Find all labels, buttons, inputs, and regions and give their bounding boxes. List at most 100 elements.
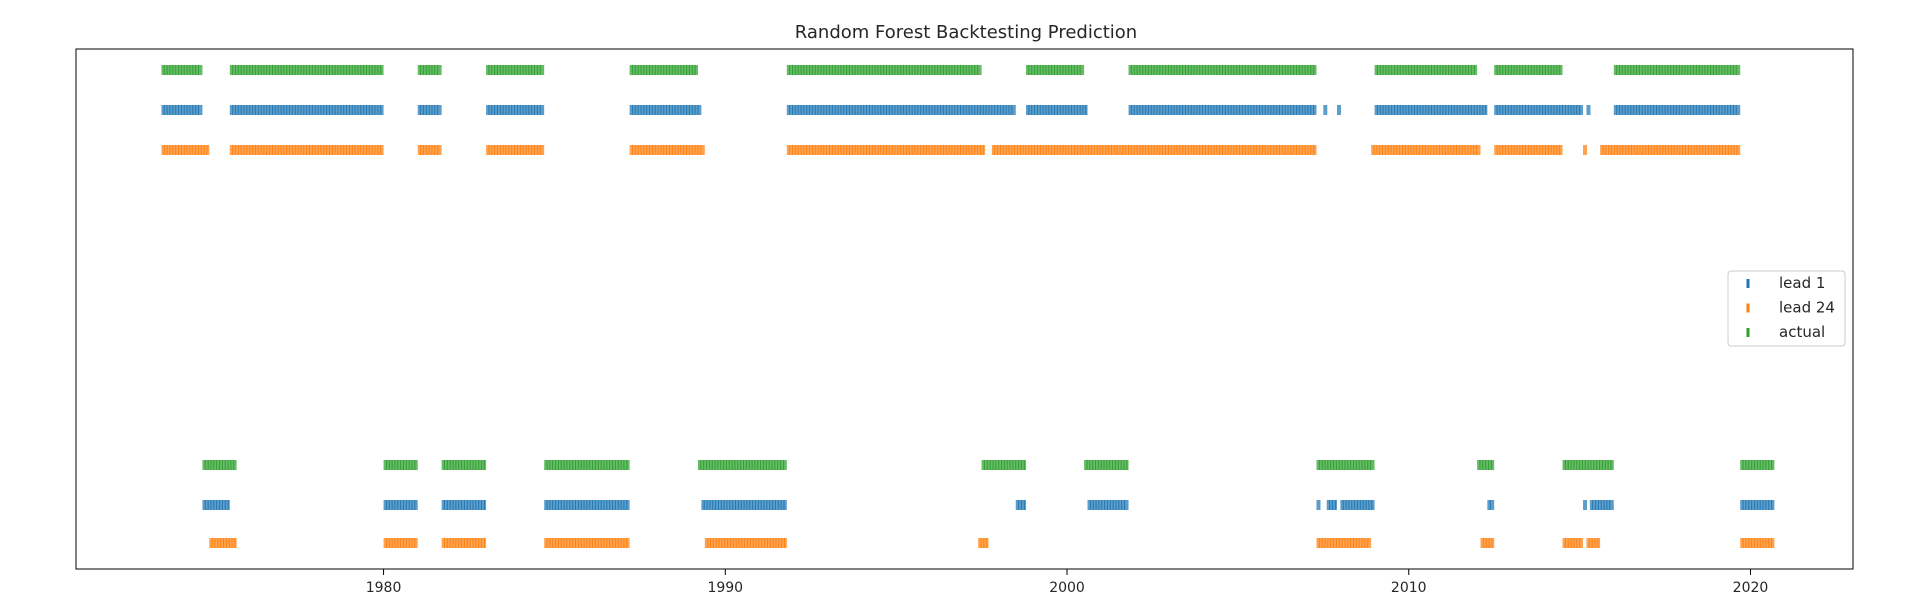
segment-lead-24-lower-1 <box>383 538 418 548</box>
segment-lead-1-lower-5 <box>1015 500 1027 510</box>
segment-lead-1-lower-9 <box>1340 500 1375 510</box>
segment-lead-24-upper-10 <box>1600 145 1741 155</box>
segment-actual-lower-2 <box>441 460 487 470</box>
series-lead-24 <box>161 145 1775 548</box>
segment-bar-lead-24-lower-9 <box>1586 538 1601 548</box>
segment-actual-upper-4 <box>629 65 698 75</box>
x-tick-label-2000: 2000 <box>1049 580 1085 596</box>
x-tick-label-1980: 1980 <box>366 580 402 596</box>
segment-lead-24-upper-7 <box>1371 145 1481 155</box>
segment-lead-24-lower-2 <box>441 538 487 548</box>
segment-lead-1-lower-10 <box>1487 500 1495 510</box>
segment-lead-1-lower-11 <box>1583 500 1588 510</box>
segment-actual-upper-3 <box>486 65 545 75</box>
segment-bar-lead-24-lower-7 <box>1480 538 1495 548</box>
segment-lead-24-upper-9 <box>1583 145 1588 155</box>
segment-lead-1-lower-3 <box>544 500 630 510</box>
segment-lead-1-lower-8 <box>1326 500 1337 510</box>
segment-lead-1-upper-12 <box>1586 105 1591 115</box>
segment-lead-1-upper-10 <box>1374 105 1488 115</box>
segment-bar-lead-24-upper-4 <box>629 145 705 155</box>
segment-actual-lower-10 <box>1740 460 1775 470</box>
segment-actual-upper-7 <box>1128 65 1317 75</box>
segment-bar-actual-upper-0 <box>161 65 203 75</box>
segment-bar-lead-24-lower-4 <box>704 538 787 548</box>
chart-title: Random Forest Backtesting Prediction <box>795 22 1137 43</box>
series-actual <box>161 65 1775 470</box>
legend: lead 1 lead 24 actual <box>1727 270 1846 347</box>
segment-lead-24-upper-6 <box>991 145 1317 155</box>
segment-actual-upper-8 <box>1374 65 1478 75</box>
segment-actual-lower-1 <box>383 460 418 470</box>
segment-lead-1-upper-5 <box>786 105 1016 115</box>
segment-lead-1-lower-0 <box>202 500 230 510</box>
segment-bar-lead-1-upper-10 <box>1374 105 1488 115</box>
segment-bar-lead-1-upper-13 <box>1613 105 1741 115</box>
segment-bar-lead-1-lower-11 <box>1583 500 1588 510</box>
segment-lead-1-upper-8 <box>1323 105 1328 115</box>
segment-actual-upper-0 <box>161 65 203 75</box>
segment-bar-lead-24-upper-0 <box>161 145 210 155</box>
segment-lead-1-upper-7 <box>1128 105 1317 115</box>
segment-bar-lead-1-upper-0 <box>161 105 203 115</box>
segment-bar-actual-lower-2 <box>441 460 487 470</box>
legend-label-lead-1: lead 1 <box>1779 274 1825 292</box>
segment-bar-lead-24-lower-8 <box>1562 538 1584 548</box>
segment-bar-lead-24-upper-9 <box>1583 145 1588 155</box>
segment-lead-24-upper-5 <box>786 145 986 155</box>
segment-bar-lead-1-lower-0 <box>202 500 230 510</box>
segment-bar-lead-1-upper-8 <box>1323 105 1328 115</box>
segment-lead-1-upper-13 <box>1613 105 1741 115</box>
segment-lead-24-lower-10 <box>1740 538 1775 548</box>
segment-lead-1-lower-7 <box>1316 500 1321 510</box>
segment-lead-24-lower-8 <box>1562 538 1584 548</box>
segment-actual-lower-9 <box>1562 460 1614 470</box>
segment-bar-actual-upper-3 <box>486 65 545 75</box>
segment-lead-1-upper-2 <box>417 105 442 115</box>
segment-bar-lead-1-lower-2 <box>441 500 487 510</box>
segment-bar-lead-1-lower-7 <box>1316 500 1321 510</box>
segment-actual-upper-9 <box>1494 65 1563 75</box>
segment-bar-actual-lower-7 <box>1316 460 1375 470</box>
segment-bar-lead-1-lower-5 <box>1015 500 1027 510</box>
segment-bar-actual-upper-2 <box>417 65 442 75</box>
segment-lead-24-upper-8 <box>1494 145 1563 155</box>
segment-actual-upper-6 <box>1026 65 1085 75</box>
segment-bar-lead-1-upper-6 <box>1026 105 1088 115</box>
segment-actual-upper-1 <box>229 65 384 75</box>
x-tick-label-2010: 2010 <box>1391 580 1427 596</box>
segment-lead-1-lower-13 <box>1740 500 1775 510</box>
segment-bar-lead-24-upper-7 <box>1371 145 1481 155</box>
x-tick-label-1990: 1990 <box>707 580 743 596</box>
segment-bar-actual-upper-5 <box>786 65 982 75</box>
segment-bar-lead-1-upper-9 <box>1336 105 1341 115</box>
legend-item-actual: actual <box>1746 323 1825 341</box>
segment-bar-lead-1-lower-8 <box>1326 500 1337 510</box>
segment-actual-lower-7 <box>1316 460 1375 470</box>
segment-actual-lower-6 <box>1084 460 1129 470</box>
x-axis: 1980 1990 2000 2010 2020 <box>366 569 1768 596</box>
legend-label-lead-24: lead 24 <box>1779 299 1835 317</box>
segment-lead-24-upper-1 <box>229 145 384 155</box>
segment-lead-24-upper-0 <box>161 145 210 155</box>
segment-bar-lead-24-lower-2 <box>441 538 487 548</box>
segment-lead-1-lower-12 <box>1589 500 1614 510</box>
segment-actual-lower-5 <box>981 460 1027 470</box>
marks-layer <box>161 65 1775 548</box>
segment-lead-24-lower-4 <box>704 538 787 548</box>
segment-actual-lower-4 <box>697 460 787 470</box>
segment-bar-actual-upper-10 <box>1613 65 1741 75</box>
segment-lead-1-upper-9 <box>1336 105 1341 115</box>
segment-bar-lead-1-upper-12 <box>1586 105 1591 115</box>
segment-bar-lead-24-upper-5 <box>786 145 986 155</box>
segment-bar-lead-24-upper-10 <box>1600 145 1741 155</box>
legend-item-lead-1: lead 1 <box>1746 274 1825 292</box>
segment-bar-lead-24-upper-3 <box>486 145 545 155</box>
segment-actual-lower-3 <box>544 460 630 470</box>
segment-bar-lead-1-upper-3 <box>486 105 545 115</box>
segment-actual-upper-5 <box>786 65 982 75</box>
segment-lead-1-lower-6 <box>1087 500 1129 510</box>
segment-bar-lead-1-lower-12 <box>1589 500 1614 510</box>
segment-bar-lead-24-upper-2 <box>417 145 442 155</box>
